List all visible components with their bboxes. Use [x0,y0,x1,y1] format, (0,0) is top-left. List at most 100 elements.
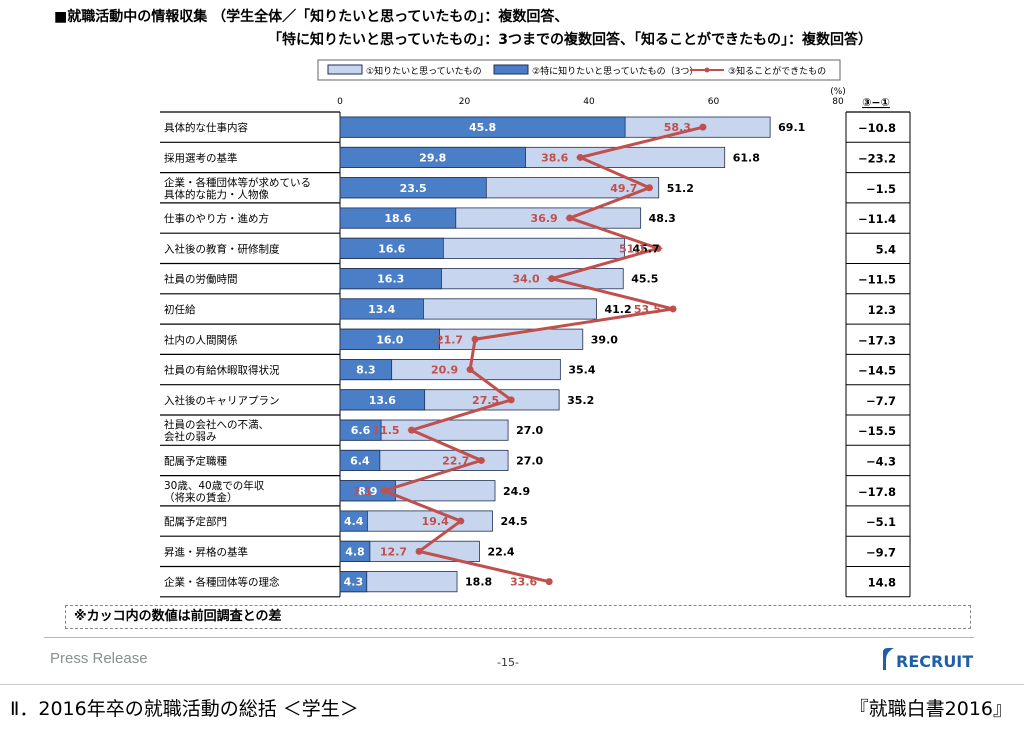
label-total: 45.5 [631,273,658,286]
diff-value: −17.3 [858,333,896,347]
bar-special [339,510,368,532]
label-known: 53.5 [634,303,661,316]
legend-swatch-known-want [327,64,363,75]
label-total: 27.0 [516,454,543,467]
category-label: 具体的な能力・人物像 [164,188,269,201]
label-special: 13.6 [369,394,396,407]
label-total: 61.8 [733,151,760,164]
diff-value: −4.3 [866,454,896,468]
known-point [408,426,416,434]
category-label: 社内の人間関係 [164,333,238,346]
label-special: 16.0 [376,333,403,346]
label-total: 48.3 [649,212,676,225]
category-label: 入社後のキャリアプラン [164,394,280,407]
legend-label-known: ③知ることができたもの [728,65,826,77]
diff-value: −10.8 [858,121,896,135]
label-special: 23.5 [400,182,427,195]
legend: ①知りたいと思っていたもの ②特に知りたいと思っていたもの（3つ） ③知ることができ… [317,59,841,81]
unit-label: (%) [830,87,846,97]
category-table: 具体的な仕事内容採用選考の基準企業・各種団体等が求めている具体的な能力・人物像仕… [160,111,911,598]
label-known: 27.5 [472,394,499,407]
label-special: 6.4 [350,454,370,467]
legend-label-known-want: ①知りたいと思っていたもの [366,65,482,77]
press-release-label: Press Release [50,650,148,667]
diff-value: −14.5 [858,364,896,378]
legend-box [317,59,841,81]
label-total: 27.0 [516,424,543,437]
known-point [645,184,653,192]
known-point [380,487,388,495]
category-label: 社員の会社への不満、 [164,418,269,431]
label-known: 58.3 [664,121,691,134]
chart: ①知りたいと思っていたもの ②特に知りたいと思っていたもの（3つ） ③知ることができ… [160,59,911,598]
label-special: 4.4 [344,515,364,528]
label-special: 16.3 [377,273,404,286]
label-total: 51.2 [667,182,694,195]
known-point [545,578,553,586]
category-label: 採用選考の基準 [164,151,238,164]
label-known: 11.5 [372,424,399,437]
label-special: 18.6 [384,212,411,225]
diff-value: −11.5 [858,273,896,287]
bar-special [339,358,393,381]
label-special: 8.9 [358,485,378,498]
category-label: 企業・各種団体等が求めている [164,176,311,189]
label-known: 49.7 [610,182,637,195]
label-special: 4.3 [344,576,364,589]
label-total: 24.5 [501,515,528,528]
diff-value: 14.8 [868,576,896,590]
known-point [654,244,662,252]
diff-value: −9.7 [866,545,896,559]
bar-special [339,268,442,290]
known-point [477,456,485,464]
label-known: 36.9 [531,212,558,225]
page-number: -15- [497,656,519,669]
diff-value: −5.1 [866,515,896,529]
footnote: ※カッコ内の数値は前回調査との差 [65,605,971,629]
data-labels: 45.8 69.1 29.8 61.8 23.5 51.2 18.6 48.3 16.6 45.7… [344,121,806,589]
diff-header: ③−① [862,96,890,109]
label-known: 7.1 [353,485,373,498]
diff-value: −17.8 [858,485,896,499]
known-point [576,153,584,161]
label-special: 8.3 [356,364,376,377]
category-label: 企業・各種団体等の理念 [164,576,280,589]
svg-text:RECRUIT: RECRUIT [896,652,973,671]
category-label: 社員の労働時間 [164,273,238,286]
label-special: 29.8 [419,151,446,164]
category-label: 初任給 [164,303,196,316]
bar-special [339,540,371,562]
known-point [466,366,474,374]
bar-special [339,298,424,320]
known-point [471,335,479,343]
diff-value: −11.4 [858,212,896,226]
label-special: 6.6 [351,424,371,437]
known-point [507,396,515,404]
label-total: 35.4 [568,364,595,377]
bar-special [339,571,368,593]
known-point [548,275,556,283]
label-special: 16.6 [378,242,405,255]
label-total: 22.4 [487,545,514,558]
label-known: 19.4 [422,515,449,528]
category-label: 配属予定職種 [164,454,227,467]
known-line [379,125,704,584]
bar-special [339,389,426,411]
label-total: 35.2 [567,394,594,407]
label-total: 41.2 [604,303,631,316]
bar-special [339,419,382,441]
label-known: 34.0 [513,273,540,286]
category-label: 会社の弱み [164,430,217,443]
diff-value: 5.4 [876,242,896,256]
diff-value: −15.5 [858,424,896,438]
label-known: 38.6 [541,151,568,164]
label-special: 4.8 [345,545,365,558]
category-label: （将来の賃金） [164,491,238,504]
divider [44,637,974,638]
label-known: 33.6 [510,576,537,589]
x-tick-label: 80 [832,97,844,107]
bar-special [339,449,381,471]
known-line-series [379,123,707,586]
diff-value: −23.2 [858,151,896,165]
